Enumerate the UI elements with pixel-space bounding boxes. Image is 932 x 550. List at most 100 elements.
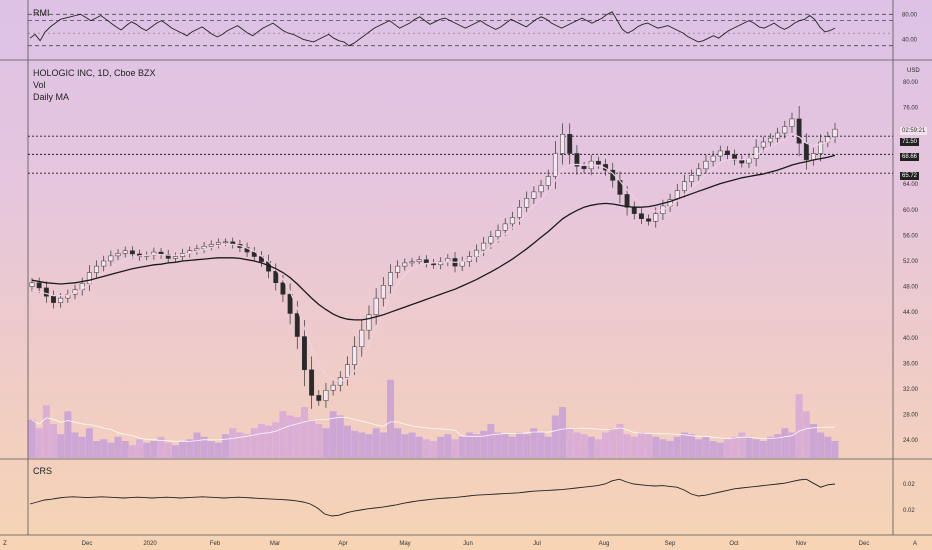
volume-bar — [831, 441, 839, 458]
rmi-tick-label: 80.00 — [902, 12, 918, 18]
volume-bar — [229, 428, 237, 458]
candle-body — [330, 384, 336, 391]
volume-bar — [193, 432, 201, 458]
currency-label: USD — [907, 68, 920, 74]
volume-bar — [709, 441, 717, 458]
crs-series-line — [29, 478, 836, 517]
volume-bar — [315, 424, 323, 458]
volume-bar — [200, 436, 208, 458]
volume-bar — [222, 434, 230, 458]
time-axis-label: Z — [3, 541, 7, 547]
volume-bar — [494, 432, 502, 458]
price-tick-label: 24.00 — [903, 438, 919, 444]
candle-body — [359, 329, 365, 348]
volume-bar — [386, 379, 394, 458]
candle-body — [409, 261, 415, 264]
volume-bar — [257, 424, 265, 458]
volume-bar — [688, 434, 696, 458]
volume-bar — [272, 422, 280, 458]
price-tick-label: 32.00 — [903, 387, 919, 393]
volume-bar — [587, 436, 595, 458]
volume-bar — [372, 428, 380, 458]
volume-bar — [645, 434, 653, 458]
volume-bar — [652, 436, 660, 458]
candle-body — [36, 282, 42, 289]
price-tick-label: 64.00 — [903, 182, 919, 188]
candle-body — [388, 272, 393, 286]
volume-bar — [207, 441, 215, 458]
volume-bar — [573, 432, 581, 458]
candle-body — [681, 181, 687, 191]
level-tag-71-50: 71.50 — [900, 138, 920, 146]
candle-body — [646, 218, 652, 222]
candle-body — [373, 297, 379, 316]
rmi-label: RMI — [33, 8, 50, 18]
candle-body — [488, 236, 494, 244]
volume-bar — [243, 434, 251, 458]
volume-bar — [143, 442, 151, 458]
volume-bar — [637, 432, 645, 458]
volume-bar — [616, 424, 624, 458]
slow-ma-line — [31, 154, 836, 321]
candle-body — [696, 168, 702, 176]
volume-bar — [695, 439, 703, 458]
candle-body — [725, 150, 730, 156]
volume-bar — [566, 428, 574, 458]
candle-body — [818, 141, 824, 154]
volume-bar — [437, 436, 445, 458]
candle-body — [624, 194, 630, 208]
candle-body — [545, 176, 551, 186]
time-axis-label: Sep — [665, 541, 676, 547]
volume-bar — [458, 436, 466, 458]
volume-bar — [279, 411, 287, 458]
volume-bar — [673, 436, 681, 458]
candle-body — [760, 141, 766, 148]
volume-bar — [824, 436, 832, 458]
candle-body — [345, 364, 350, 378]
volume-bar — [308, 419, 316, 458]
price-tick-label: 80.00 — [903, 80, 919, 86]
time-axis-label: Aug — [599, 541, 610, 547]
time-axis-label: Nov — [796, 541, 807, 547]
candle-body — [689, 174, 695, 182]
volume-bar — [42, 405, 50, 458]
rmi-tick-label: 40.00 — [902, 37, 918, 43]
volume-bar — [487, 424, 495, 458]
candle-body — [29, 282, 35, 287]
candle-body — [122, 250, 128, 254]
price-tick-label: 48.00 — [903, 285, 919, 291]
volume-bar — [602, 432, 610, 458]
volume-bar — [795, 394, 803, 458]
volume-bar — [358, 432, 366, 458]
time-axis-label: A — [913, 541, 917, 547]
countdown-tag: 02:59:21 — [900, 127, 928, 135]
crs-tick-label: 0.02 — [903, 508, 915, 514]
volume-bar — [57, 434, 65, 458]
volume-bar — [702, 436, 710, 458]
volume-bar — [365, 434, 373, 458]
candle-body — [517, 206, 522, 218]
fast-ma-line — [31, 133, 836, 382]
candle-body — [115, 253, 121, 257]
volume-bar — [716, 442, 724, 458]
crs-tick-label: 0.02 — [903, 482, 915, 488]
volume-bar — [71, 432, 79, 458]
candle-body — [782, 126, 788, 134]
candle-body — [43, 287, 49, 297]
candle-body — [416, 259, 422, 262]
candle-body — [595, 160, 601, 165]
volume-bar — [551, 415, 559, 458]
volume-bar — [623, 434, 631, 458]
price-tick-label: 60.00 — [903, 208, 919, 214]
crs-label: CRS — [33, 466, 53, 476]
volume-bar — [680, 432, 688, 458]
candle-body — [108, 255, 114, 262]
volume-bar — [774, 434, 782, 458]
volume-bar — [817, 432, 825, 458]
candle-body — [753, 146, 759, 159]
candle-body — [703, 160, 709, 170]
price-tick-label: 44.00 — [903, 310, 919, 316]
candle-body — [567, 134, 573, 154]
time-axis-label: Jun — [463, 541, 473, 547]
